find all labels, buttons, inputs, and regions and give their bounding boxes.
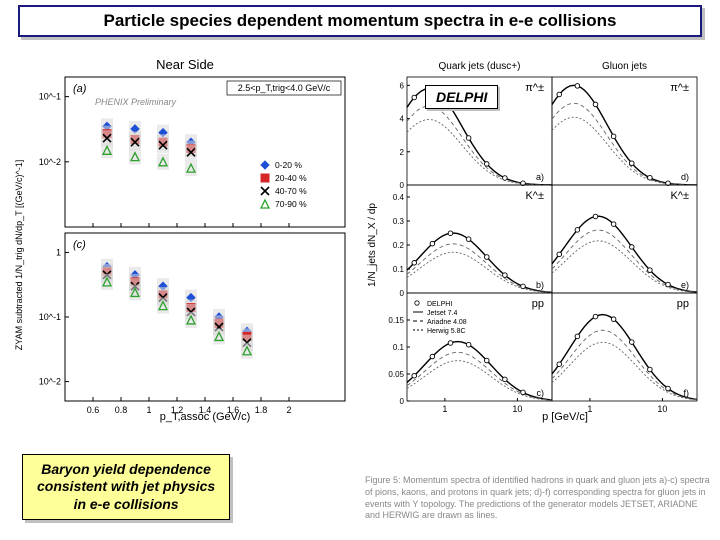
delphi-chart: 1/N_jets dN_X / dp Quark jets (dusc+) Glu… <box>365 55 710 425</box>
svg-text:0: 0 <box>400 289 405 298</box>
svg-text:0.4: 0.4 <box>393 193 405 202</box>
svg-text:(c): (c) <box>73 239 86 251</box>
svg-text:Ariadne 4.08: Ariadne 4.08 <box>427 319 467 326</box>
svg-text:ZYAM subtracted 1/N_trig dN/dp: ZYAM subtracted 1/N_trig dN/dp_T [(GeV/c… <box>14 160 24 350</box>
baryon-caption: Baryon yield dependence consistent with … <box>22 454 230 521</box>
svg-text:Herwig 5.8C: Herwig 5.8C <box>427 328 466 335</box>
svg-text:10^-1: 10^-1 <box>39 312 61 322</box>
page-title: Particle species dependent momentum spec… <box>18 5 702 37</box>
svg-text:0-20 %: 0-20 % <box>275 160 302 170</box>
svg-text:10^-1: 10^-1 <box>39 92 61 102</box>
svg-text:0.3: 0.3 <box>393 217 405 226</box>
svg-text:Jetset 7.4: Jetset 7.4 <box>427 310 457 317</box>
svg-text:1: 1 <box>442 404 447 414</box>
svg-text:pp: pp <box>532 298 544 310</box>
svg-text:DELPHI: DELPHI <box>427 301 452 308</box>
svg-text:0: 0 <box>400 181 405 190</box>
svg-text:b): b) <box>536 280 544 290</box>
svg-text:2: 2 <box>400 148 405 157</box>
figure-caption: Figure 5: Momentum spectra of identified… <box>365 475 710 522</box>
svg-text:p_T,assoc (GeV/c): p_T,assoc (GeV/c) <box>160 411 250 423</box>
svg-text:π^±: π^± <box>525 82 544 94</box>
svg-text:10: 10 <box>512 404 522 414</box>
svg-text:1: 1 <box>587 404 592 414</box>
svg-text:(a): (a) <box>73 83 87 95</box>
delphi-label: DELPHI <box>425 85 498 109</box>
svg-text:c): c) <box>537 388 545 398</box>
svg-text:0.2: 0.2 <box>393 241 405 250</box>
svg-text:1: 1 <box>56 247 61 257</box>
svg-text:K^±: K^± <box>525 190 544 202</box>
svg-text:2: 2 <box>286 405 291 415</box>
svg-text:0.1: 0.1 <box>393 265 405 274</box>
svg-text:a): a) <box>536 172 544 182</box>
svg-text:1.8: 1.8 <box>255 405 268 415</box>
svg-text:0: 0 <box>400 397 405 406</box>
svg-text:70-90 %: 70-90 % <box>275 199 307 209</box>
svg-text:K^±: K^± <box>670 190 689 202</box>
svg-text:0.15: 0.15 <box>388 316 404 325</box>
svg-text:e): e) <box>681 280 689 290</box>
svg-text:1/N_jets dN_X / dp: 1/N_jets dN_X / dp <box>367 203 378 287</box>
svg-text:d): d) <box>681 172 689 182</box>
svg-text:p [GeV/c]: p [GeV/c] <box>542 411 588 423</box>
svg-text:40-70 %: 40-70 % <box>275 186 307 196</box>
svg-text:Near Side: Near Side <box>156 57 214 72</box>
svg-text:10^-2: 10^-2 <box>39 157 61 167</box>
svg-text:0.1: 0.1 <box>393 343 405 352</box>
phenix-chart: Near Side ZYAM subtracted 1/N_trig dN/dp… <box>10 55 355 425</box>
svg-text:6: 6 <box>400 81 405 90</box>
svg-text:0.8: 0.8 <box>115 405 128 415</box>
caption-line: consistent with jet physics <box>37 478 215 496</box>
svg-text:1: 1 <box>146 405 151 415</box>
svg-text:10^-2: 10^-2 <box>39 377 61 387</box>
svg-text:0.05: 0.05 <box>388 370 404 379</box>
svg-text:0.6: 0.6 <box>87 405 100 415</box>
svg-text:Quark jets (dusc+): Quark jets (dusc+) <box>439 61 521 72</box>
caption-line: in e-e collisions <box>37 496 215 514</box>
svg-text:Gluon jets: Gluon jets <box>602 61 647 72</box>
svg-text:20-40 %: 20-40 % <box>275 173 307 183</box>
caption-line: Baryon yield dependence <box>37 461 215 479</box>
svg-text:π^±: π^± <box>670 82 689 94</box>
svg-text:4: 4 <box>400 115 405 124</box>
svg-text:2.5<p_T,trig<4.0 GeV/c: 2.5<p_T,trig<4.0 GeV/c <box>238 83 331 93</box>
svg-text:10: 10 <box>657 404 667 414</box>
svg-text:PHENIX Preliminary: PHENIX Preliminary <box>95 97 177 107</box>
svg-text:pp: pp <box>677 298 689 310</box>
